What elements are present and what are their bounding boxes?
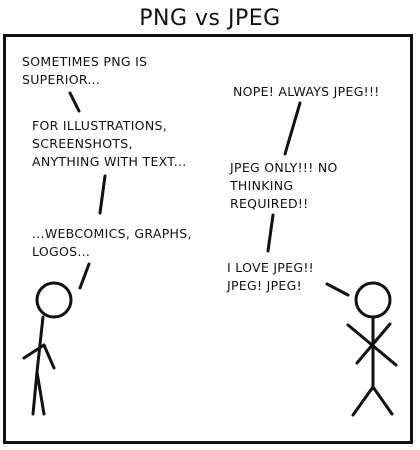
left-speech-3: ...WEBCOMICS, GRAPHS, LOGOS... [32, 225, 192, 261]
left-speech-1: SOMETIMES PNG IS SUPERIOR... [22, 53, 147, 89]
left-speech-2: FOR ILLUSTRATIONS, SCREENSHOTS, ANYTHING… [32, 117, 187, 171]
right-speech-2: JPEG ONLY!!! NO THINKING REQUIRED!! [230, 159, 338, 213]
right-speech-1: NOPE! ALWAYS JPEG!!! [233, 83, 380, 101]
comic-title: PNG vs JPEG [0, 6, 420, 32]
right-speech-3: I LOVE JPEG!! JPEG! JPEG! [227, 259, 314, 295]
